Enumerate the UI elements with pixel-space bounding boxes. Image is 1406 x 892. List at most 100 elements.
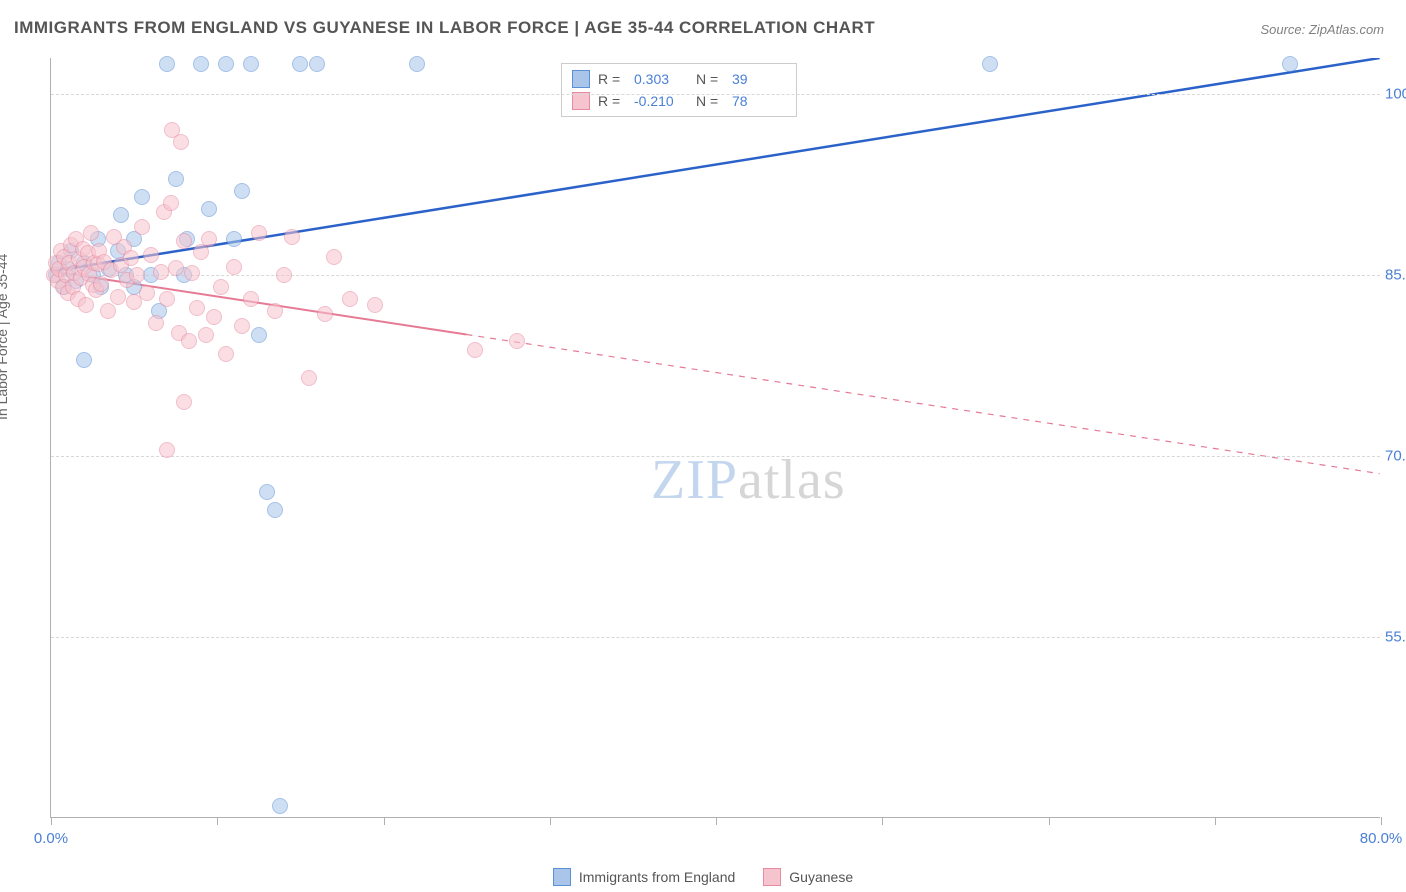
correlation-legend: R = 0.303 N = 39 R = -0.210 N = 78 [561, 63, 797, 117]
data-point [93, 276, 109, 292]
data-point [163, 195, 179, 211]
legend-n-value: 78 [732, 93, 786, 109]
legend-n-label: N = [696, 93, 724, 109]
data-point [143, 247, 159, 263]
regression-lines [51, 58, 1380, 817]
x-tick [716, 817, 717, 825]
data-point [218, 56, 234, 72]
data-point [276, 267, 292, 283]
plot-area: ZIPatlas R =0.303N =39R =-0.210N =78 55.… [50, 58, 1380, 818]
data-point [201, 201, 217, 217]
y-tick-label: 100.0% [1385, 86, 1406, 103]
data-point [367, 297, 383, 313]
data-point [292, 56, 308, 72]
data-point [272, 798, 288, 814]
data-point [110, 289, 126, 305]
data-point [226, 259, 242, 275]
data-point [148, 315, 164, 331]
data-point [134, 219, 150, 235]
y-axis-label: In Labor Force | Age 35-44 [0, 254, 10, 420]
gridline-h [51, 456, 1380, 457]
legend-item: Immigrants from England [553, 868, 735, 886]
data-point [251, 225, 267, 241]
x-tick-label: 0.0% [34, 830, 68, 847]
data-point [218, 346, 234, 362]
legend-r-value: 0.303 [634, 71, 688, 87]
legend-r-label: R = [598, 93, 626, 109]
source-attribution: Source: ZipAtlas.com [1260, 22, 1384, 37]
data-point [193, 56, 209, 72]
legend-n-label: N = [696, 71, 724, 87]
legend-label: Immigrants from England [579, 869, 735, 885]
legend-label: Guyanese [789, 869, 853, 885]
series-legend: Immigrants from England Guyanese [0, 868, 1406, 886]
watermark-part2: atlas [738, 449, 846, 511]
x-tick [217, 817, 218, 825]
y-tick-label: 70.0% [1385, 448, 1406, 465]
data-point [267, 303, 283, 319]
gridline-h [51, 275, 1380, 276]
data-point [76, 352, 92, 368]
data-point [317, 306, 333, 322]
x-tick [51, 817, 52, 825]
data-point [982, 56, 998, 72]
data-point [234, 318, 250, 334]
data-point [467, 342, 483, 358]
gridline-h [51, 637, 1380, 638]
data-point [100, 303, 116, 319]
legend-swatch [553, 868, 571, 886]
data-point [284, 229, 300, 245]
legend-row: R = 0.303 N = 39 [572, 68, 786, 90]
data-point [206, 309, 222, 325]
data-point [159, 56, 175, 72]
data-point [123, 250, 139, 266]
data-point [226, 231, 242, 247]
data-point [173, 134, 189, 150]
x-tick-label: 80.0% [1360, 830, 1403, 847]
data-point [83, 225, 99, 241]
watermark: ZIPatlas [651, 448, 846, 512]
data-point [184, 265, 200, 281]
data-point [201, 231, 217, 247]
x-tick [882, 817, 883, 825]
data-point [159, 291, 175, 307]
data-point [129, 267, 145, 283]
data-point [1282, 56, 1298, 72]
data-point [189, 300, 205, 316]
data-point [243, 291, 259, 307]
data-point [78, 297, 94, 313]
data-point [509, 333, 525, 349]
data-point [251, 327, 267, 343]
x-tick [550, 817, 551, 825]
chart-title: IMMIGRANTS FROM ENGLAND VS GUYANESE IN L… [14, 18, 875, 38]
data-point [159, 442, 175, 458]
data-point [342, 291, 358, 307]
data-point [234, 183, 250, 199]
legend-n-value: 39 [732, 71, 786, 87]
data-point [409, 56, 425, 72]
data-point [168, 171, 184, 187]
data-point [139, 285, 155, 301]
gridline-h [51, 94, 1380, 95]
y-tick-label: 85.0% [1385, 267, 1406, 284]
data-point [113, 207, 129, 223]
data-point [176, 233, 192, 249]
x-tick [1049, 817, 1050, 825]
x-tick [384, 817, 385, 825]
data-point [198, 327, 214, 343]
data-point [168, 260, 184, 276]
data-point [243, 56, 259, 72]
legend-item: Guyanese [763, 868, 853, 886]
legend-swatch [763, 868, 781, 886]
legend-r-value: -0.210 [634, 93, 688, 109]
legend-r-label: R = [598, 71, 626, 87]
data-point [259, 484, 275, 500]
data-point [301, 370, 317, 386]
data-point [153, 264, 169, 280]
data-point [326, 249, 342, 265]
data-point [134, 189, 150, 205]
data-point [176, 394, 192, 410]
data-point [267, 502, 283, 518]
legend-swatch [572, 70, 590, 88]
data-point [309, 56, 325, 72]
